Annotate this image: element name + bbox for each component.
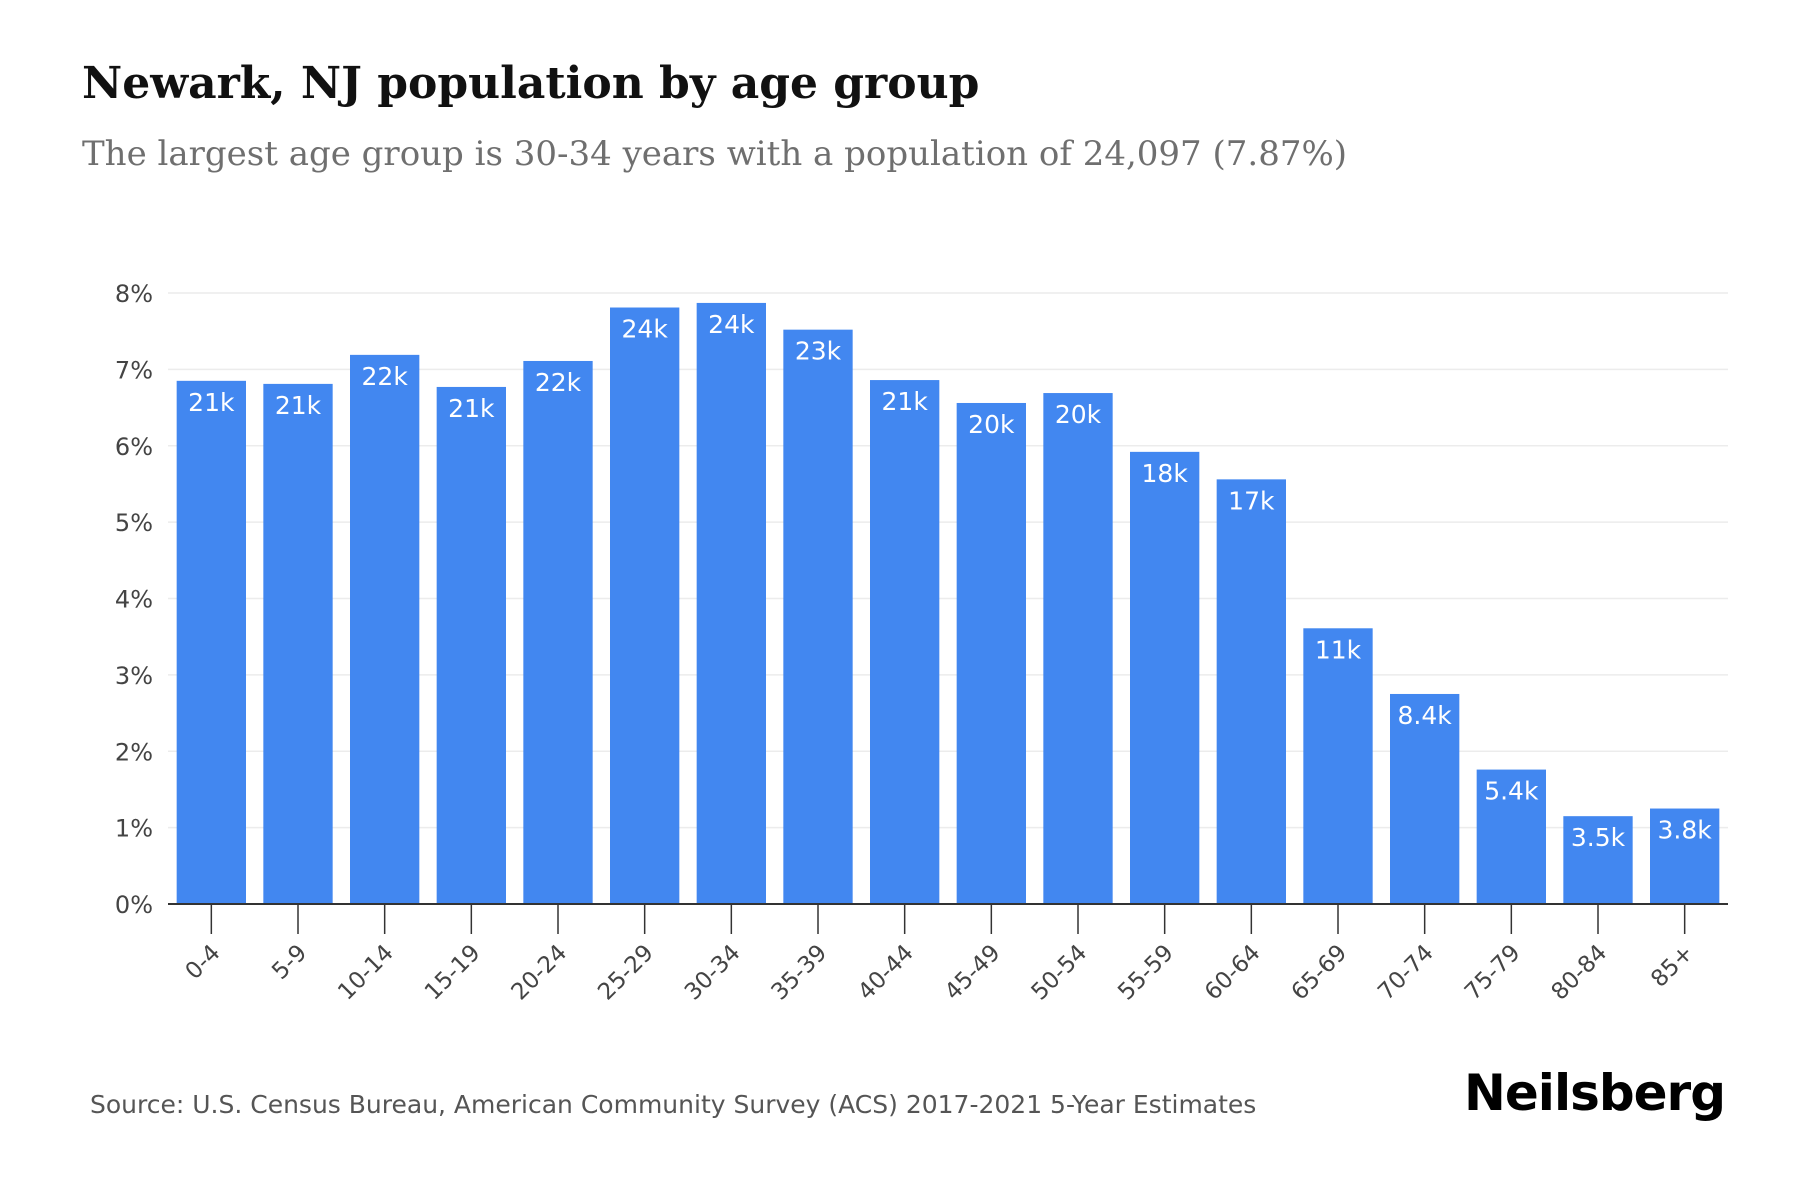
bar-data-label: 22k xyxy=(535,368,582,397)
x-tick-label: 20-24 xyxy=(507,940,573,1006)
x-tick-label: 40-44 xyxy=(853,940,919,1006)
bar xyxy=(523,360,593,904)
bar-data-label: 8.4k xyxy=(1398,701,1453,730)
bar xyxy=(956,402,1026,904)
x-tick-label: 85+ xyxy=(1646,940,1699,993)
bar xyxy=(870,380,940,904)
bar xyxy=(1390,693,1460,904)
bar-data-label: 18k xyxy=(1142,459,1189,488)
bar-data-label: 21k xyxy=(275,391,322,420)
x-tick-label: 25-29 xyxy=(593,940,659,1006)
bar xyxy=(1563,816,1633,904)
bar-data-label: 3.8k xyxy=(1658,816,1713,845)
bar xyxy=(350,354,420,904)
chart-title: Newark, NJ population by age group xyxy=(82,58,980,109)
bar xyxy=(696,302,766,905)
x-tick-label: 15-19 xyxy=(420,940,486,1006)
bar-data-label: 5.4k xyxy=(1484,777,1539,806)
bar-data-label: 17k xyxy=(1228,486,1275,515)
y-tick-label: 0% xyxy=(115,891,153,919)
bar xyxy=(176,380,246,904)
y-tick-label: 3% xyxy=(115,662,153,690)
x-tick-label: 65-69 xyxy=(1287,940,1353,1006)
bar-data-label: 24k xyxy=(622,315,669,344)
bar-data-label: 24k xyxy=(708,310,755,339)
chart-subtitle: The largest age group is 30-34 years wit… xyxy=(82,134,1348,174)
x-tick-label: 30-34 xyxy=(680,940,746,1006)
bar xyxy=(783,329,853,904)
bar xyxy=(1043,393,1113,904)
bar xyxy=(436,386,506,904)
x-tick-label: 75-79 xyxy=(1460,940,1526,1006)
bar xyxy=(1303,628,1373,904)
y-tick-label: 2% xyxy=(115,738,153,766)
y-tick-label: 1% xyxy=(115,815,153,843)
bar xyxy=(1476,769,1546,904)
bar xyxy=(610,307,680,905)
x-tick-label: 45-49 xyxy=(940,940,1006,1006)
bar-data-label: 23k xyxy=(795,337,842,366)
age-group-bar-chart: 0% 1% 2% 3% 4% 5% 6% 7% 8% 21k 0-4 21k 5-9 22k 10-14 21… xyxy=(115,280,1728,1006)
bar-data-label: 21k xyxy=(448,394,495,423)
x-tick-label: 0-4 xyxy=(181,940,226,985)
brand-logo: Neilsberg xyxy=(1464,1064,1726,1122)
x-tick-label: 80-84 xyxy=(1547,940,1613,1006)
x-tick-label: 60-64 xyxy=(1200,940,1266,1006)
y-tick-label: 8% xyxy=(115,280,153,308)
bar xyxy=(263,383,333,905)
bar-data-label: 21k xyxy=(882,387,929,416)
bar xyxy=(1650,808,1720,904)
x-tick-label: 10-14 xyxy=(333,940,399,1006)
bar xyxy=(1130,451,1200,904)
y-tick-label: 5% xyxy=(115,509,153,537)
y-tick-label: 4% xyxy=(115,586,153,614)
y-tick-label: 7% xyxy=(115,356,153,384)
x-tick-label: 50-54 xyxy=(1027,940,1093,1006)
bar-data-label: 20k xyxy=(1055,400,1102,429)
bar xyxy=(1216,479,1286,904)
y-tick-label: 6% xyxy=(115,433,153,461)
x-tick-label: 35-39 xyxy=(767,940,833,1006)
source-note: Source: U.S. Census Bureau, American Com… xyxy=(90,1090,1257,1119)
bar-data-label: 21k xyxy=(188,388,235,417)
bar-data-label: 3.5k xyxy=(1571,823,1626,852)
x-tick-label: 70-74 xyxy=(1373,940,1439,1006)
x-tick-label: 5-9 xyxy=(267,940,312,985)
bar-data-label: 22k xyxy=(362,362,409,391)
bar-data-label: 20k xyxy=(968,410,1015,439)
x-tick-label: 55-59 xyxy=(1113,940,1179,1006)
bar-data-label: 11k xyxy=(1315,635,1362,664)
